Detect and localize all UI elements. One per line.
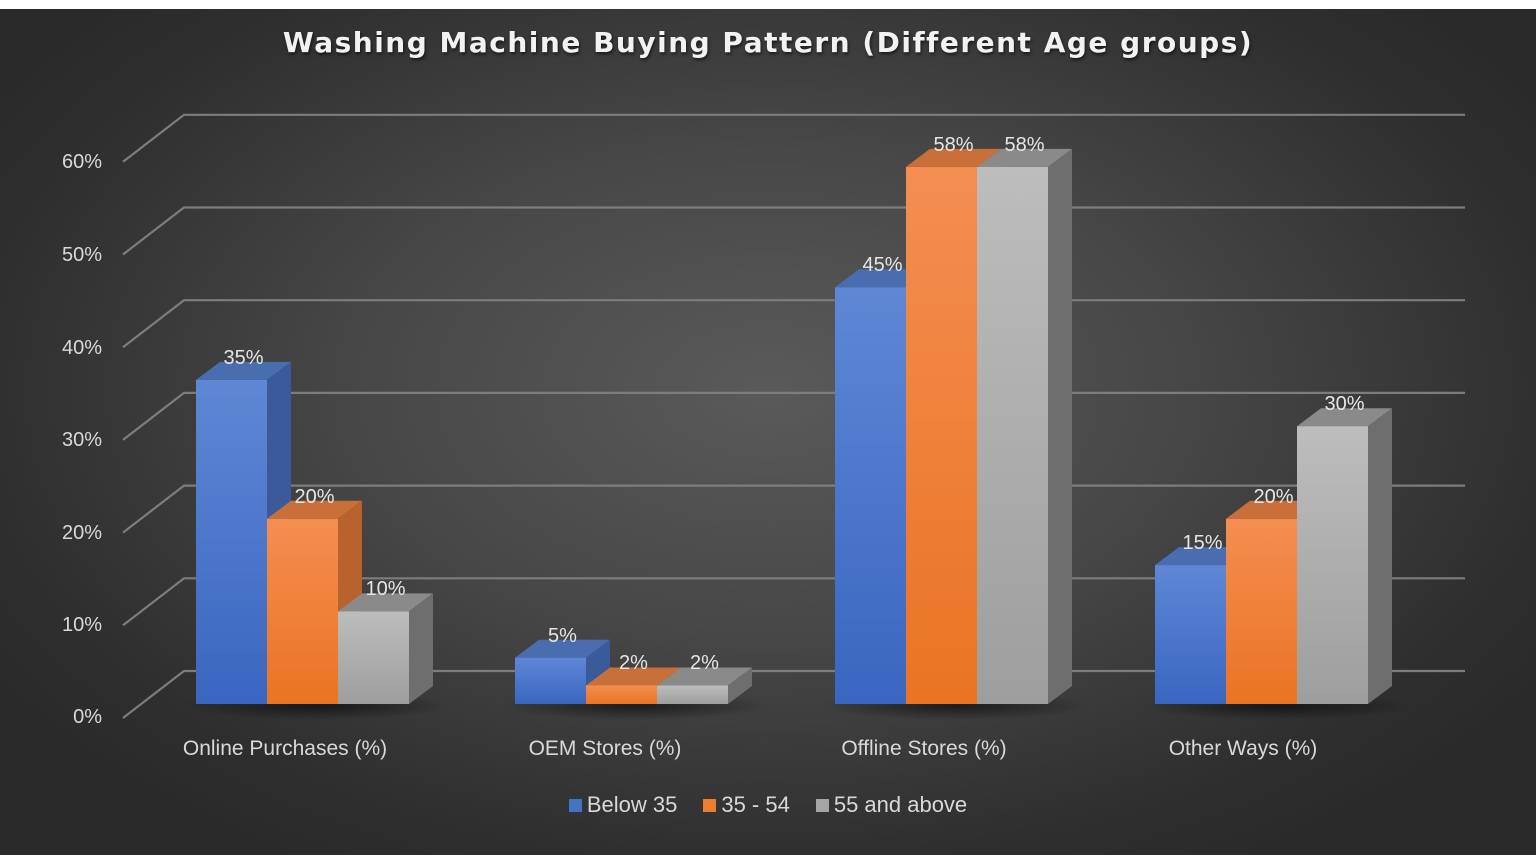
data-label: 30%: [1324, 393, 1365, 416]
data-label: 15%: [1182, 532, 1223, 555]
data-label: 10%: [365, 578, 406, 601]
bar-side: [409, 593, 433, 704]
bar-55-and-above[interactable]: [338, 611, 409, 704]
bar-group-0: [196, 361, 433, 704]
x-label-online-purchases: Online Purchases (%): [182, 737, 388, 760]
data-label: 5%: [548, 624, 577, 647]
legend-label: 55 and above: [833, 792, 968, 817]
data-label: 58%: [1004, 133, 1045, 156]
data-label: 2%: [619, 652, 648, 675]
x-label-oem-stores: OEM Stores (%): [528, 737, 682, 760]
bar-top: [586, 667, 681, 686]
bar-group-3: [1155, 408, 1392, 704]
bar-55-and-above[interactable]: [1297, 426, 1368, 704]
bar-side: [728, 667, 752, 704]
bar-top: [196, 361, 291, 380]
legend-swatch-orange-icon: [703, 798, 717, 812]
bar-top: [977, 148, 1072, 167]
data-label: 58%: [933, 133, 974, 156]
data-label: 20%: [294, 485, 335, 508]
bar-below-35[interactable]: [835, 287, 906, 704]
legend-item-55-and-above[interactable]: 55 and above: [815, 792, 968, 818]
legend-label: Below 35: [586, 792, 678, 817]
y-tick-30: 30%: [61, 429, 102, 451]
chart-area: [0, 9, 1536, 855]
bar-below-35[interactable]: [196, 379, 267, 704]
chart-title: Washing Machine Buying Pattern (Differen…: [282, 26, 1254, 59]
bar-side: [1368, 408, 1392, 704]
data-label: 45%: [862, 254, 903, 277]
legend-swatch-blue-icon: [568, 798, 582, 812]
legend-swatch-gray-icon: [815, 798, 829, 812]
y-tick-50: 50%: [61, 244, 102, 266]
data-label: 20%: [1253, 485, 1294, 508]
bar-top: [657, 667, 752, 686]
x-label-offline-stores: Offline Stores (%): [841, 737, 1007, 760]
plot-area: [122, 113, 1465, 720]
bar-35---54[interactable]: [906, 166, 977, 705]
bar-55-and-above[interactable]: [977, 166, 1048, 705]
y-tick-20: 20%: [61, 522, 102, 544]
bar-top: [338, 593, 433, 612]
bar-top: [906, 148, 1001, 167]
x-label-other-ways: Other Ways (%): [1168, 737, 1318, 760]
bar-top: [1297, 408, 1392, 427]
data-label: 35%: [223, 346, 264, 369]
bar-35---54[interactable]: [586, 685, 657, 704]
y-tick-10: 10%: [61, 614, 102, 636]
bar-top: [515, 639, 610, 658]
bar-group-1: [515, 639, 752, 704]
legend-item-35-54[interactable]: 35 - 54: [703, 792, 790, 818]
bar-55-and-above[interactable]: [657, 685, 728, 704]
bar-below-35[interactable]: [515, 657, 586, 704]
legend-item-below-35[interactable]: Below 35: [568, 792, 678, 818]
legend: Below 35 35 - 54 55 and above: [0, 792, 1536, 818]
data-label: 2%: [690, 652, 719, 675]
y-tick-40: 40%: [61, 337, 102, 359]
bar-group-2: [835, 148, 1072, 705]
bar-top: [267, 500, 362, 519]
y-tick-0: 0%: [73, 706, 102, 728]
y-tick-60: 60%: [61, 151, 102, 173]
bar-35---54[interactable]: [1226, 518, 1297, 704]
bar-below-35[interactable]: [1155, 565, 1226, 704]
bar-35---54[interactable]: [267, 518, 338, 704]
legend-label: 35 - 54: [721, 792, 790, 817]
bar-side: [1048, 148, 1072, 705]
